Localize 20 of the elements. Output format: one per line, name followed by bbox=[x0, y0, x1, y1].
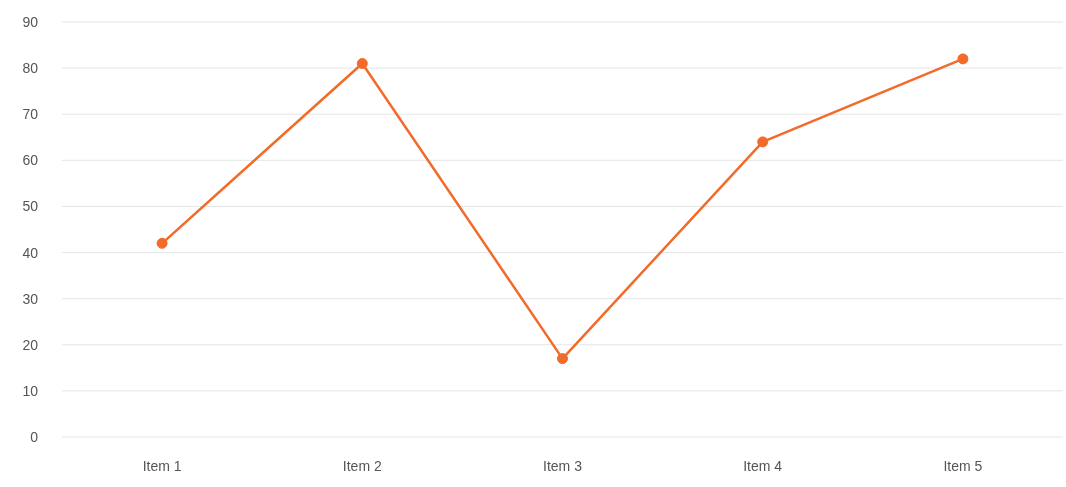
y-tick-label: 40 bbox=[22, 244, 39, 261]
x-tick-label: Item 3 bbox=[543, 457, 583, 474]
y-tick-label: 60 bbox=[22, 152, 39, 169]
y-tick-label: 50 bbox=[22, 198, 39, 215]
x-tick-label: Item 4 bbox=[743, 457, 783, 474]
y-tick-label: 70 bbox=[22, 106, 39, 123]
point bbox=[957, 53, 969, 65]
y-tick-label: 80 bbox=[22, 60, 39, 77]
y-tick-label: 20 bbox=[22, 336, 39, 353]
point bbox=[757, 136, 769, 148]
x-tick-label: Item 1 bbox=[142, 457, 182, 474]
point bbox=[557, 353, 568, 365]
y-tick-label: 0 bbox=[30, 428, 39, 445]
x-tick-label: Item 2 bbox=[342, 457, 382, 474]
y-tick-label: 30 bbox=[22, 290, 39, 307]
y-tick-label: 10 bbox=[22, 382, 39, 399]
point bbox=[356, 58, 368, 69]
point bbox=[156, 237, 168, 249]
y-tick-label: 90 bbox=[22, 13, 39, 30]
x-tick-label: Item 5 bbox=[943, 457, 983, 474]
